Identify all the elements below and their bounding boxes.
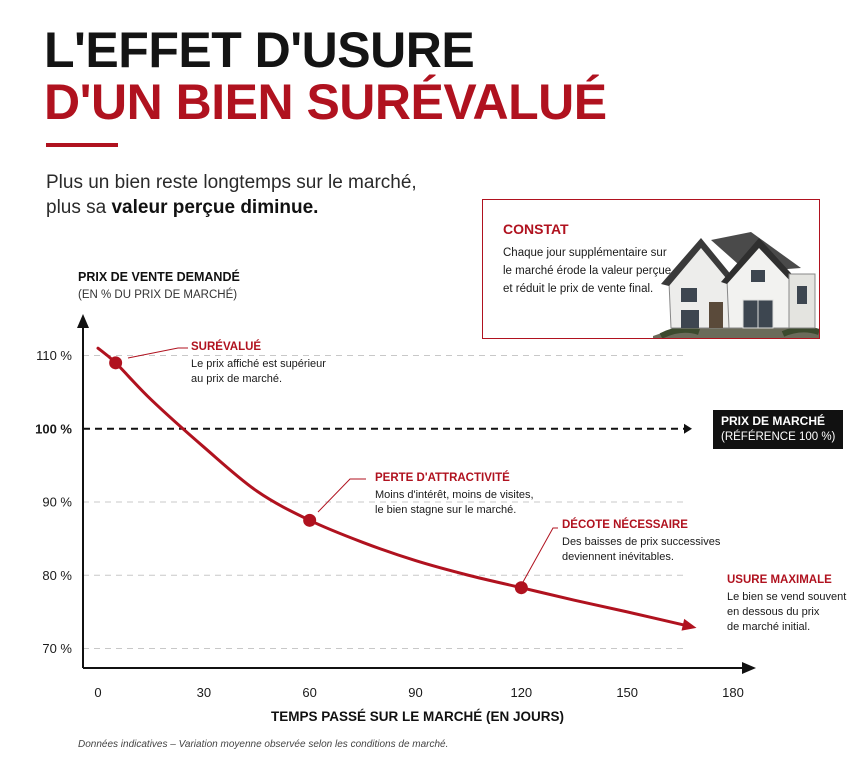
reference-label-line-1: PRIX DE MARCHÉ	[721, 414, 826, 428]
x-tick-label: 60	[302, 685, 316, 700]
subtitle-line-1: Plus un bien reste longtemps sur le marc…	[46, 172, 417, 193]
annotation-text: Le prix affiché est supérieur	[191, 358, 326, 370]
annotation-text: de marché initial.	[727, 621, 811, 633]
annotation-text: Des baisses de prix successives	[562, 536, 721, 548]
x-tick-label: 120	[510, 685, 532, 700]
data-point	[303, 513, 317, 527]
annotation-text: en dessous du prix	[727, 606, 820, 618]
constat-heading: CONSTAT	[503, 221, 569, 237]
y-axis-subtitle: (EN % DU PRIX DE MARCHÉ)	[78, 289, 238, 301]
annotation-decote-necessaire: DÉCOTE NÉCESSAIRE Des baisses de prix su…	[562, 519, 720, 565]
constat-box: CONSTAT Chaque jour supplémentaire sur l…	[482, 199, 820, 339]
annotation-usure-maximale: USURE MAXIMALE Le bien se vend souvent en…	[727, 574, 846, 635]
constat-text: Chaque jour supplémentaire sur le marché…	[503, 247, 672, 295]
y-tick-label: 80 %	[42, 568, 72, 583]
annotation-text: au prix de marché.	[191, 373, 283, 385]
data-point	[514, 581, 528, 595]
annotation-text: deviennent inévitables.	[562, 551, 674, 563]
subtitle: Plus un bien reste longtemps sur le marc…	[46, 170, 417, 220]
y-tick-label: 100 %	[35, 421, 72, 436]
x-axis-arrowhead	[742, 662, 756, 674]
subtitle-line-2-start: plus sa	[46, 197, 112, 218]
annotation-leader-line	[522, 527, 558, 583]
y-axis-title: PRIX DE VENTE DEMANDÉ	[78, 270, 240, 284]
subtitle-line-2-bold: valeur perçue diminue.	[111, 197, 319, 218]
data-point	[109, 356, 123, 370]
x-tick-label: 30	[197, 685, 211, 700]
y-tick-label: 70 %	[42, 641, 72, 656]
y-tick-label: 110 %	[36, 348, 72, 363]
series-line	[96, 346, 693, 629]
house-icon	[653, 232, 819, 338]
reference-label-line-2: (RÉFÉRENCE 100 %)	[721, 431, 836, 443]
annotation-title: USURE MAXIMALE	[727, 574, 832, 586]
title-underline	[46, 143, 118, 147]
x-tick-label: 90	[408, 685, 422, 700]
y-axis-arrowhead	[77, 314, 89, 328]
annotation-title: DÉCOTE NÉCESSAIRE	[562, 519, 688, 531]
x-tick-label: 150	[616, 685, 638, 700]
annotation-leader-line	[127, 347, 188, 359]
annotation-leader-line	[317, 478, 366, 513]
footnote: Données indicatives – Variation moyenne …	[78, 739, 449, 750]
title-line-2: D'UN BIEN SURÉVALUÉ	[44, 74, 607, 130]
annotation-perte-attractivite: PERTE D'ATTRACTIVITÉ Moins d'intérêt, mo…	[375, 472, 534, 518]
series-arrowhead	[681, 618, 697, 631]
annotation-title: SURÉVALUÉ	[191, 341, 262, 353]
annotation-text: le bien stagne sur le marché.	[375, 504, 517, 516]
x-axis-title: TEMPS PASSÉ SUR LE MARCHÉ (EN JOURS)	[270, 709, 565, 724]
page-title: L'EFFET D'USURE D'UN BIEN SURÉVALUÉ	[44, 24, 607, 128]
annotation-surevalue: SURÉVALUÉ Le prix affiché est supérieur a…	[191, 341, 326, 387]
x-tick-label: 180	[722, 685, 744, 700]
reference-arrowhead	[684, 423, 692, 434]
annotation-text: Le bien se vend souvent	[727, 591, 847, 603]
x-tick-label: 0	[94, 685, 101, 700]
title-line-1: L'EFFET D'USURE	[44, 22, 475, 78]
reference-label: PRIX DE MARCHÉ (RÉFÉRENCE 100 %)	[713, 410, 844, 449]
annotation-title: PERTE D'ATTRACTIVITÉ	[375, 472, 510, 484]
y-tick-label: 90 %	[42, 495, 72, 510]
annotation-text: Moins d'intérêt, moins de visites,	[375, 489, 534, 501]
